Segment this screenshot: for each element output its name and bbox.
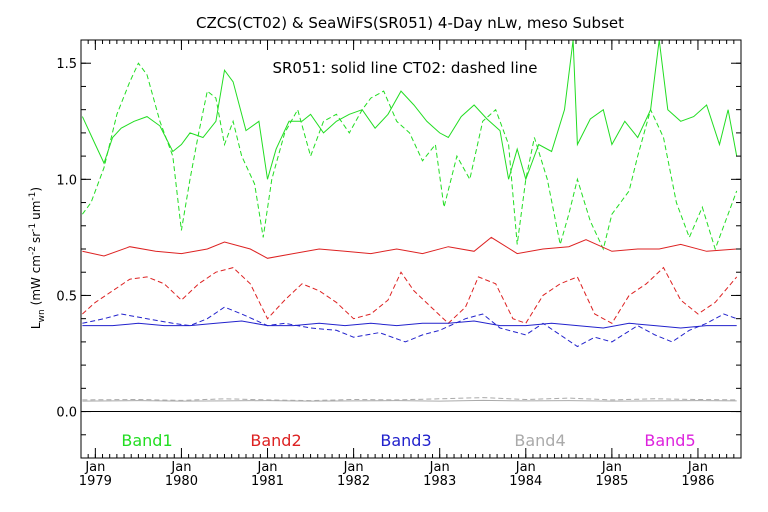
series-line-band4-dashed: [82, 397, 737, 402]
y-label-exp-2: -1: [28, 223, 38, 232]
series-line-band1-solid: [81, 40, 738, 181]
series-layer: [81, 40, 738, 402]
y-tick-label: 0.0: [56, 406, 77, 421]
series-line-band4-solid: [82, 399, 737, 402]
y-label-units-1: (mW cm: [29, 255, 43, 305]
y-label-units-3: um: [29, 201, 43, 220]
y-label-units-2: sr: [29, 232, 43, 243]
x-tick-label-month: Jan: [429, 460, 450, 475]
x-tick-label-month: Jan: [687, 460, 708, 475]
legend-item-band2: Band2: [250, 431, 301, 450]
x-tick-label-month: Jan: [256, 460, 277, 475]
x-tick-label-year: 1981: [251, 474, 284, 489]
y-label-close: ): [29, 187, 43, 192]
legend-item-band1: Band1: [121, 431, 172, 450]
y-tick-label: 1.0: [56, 173, 77, 188]
y-axis-label-text: Lwn(mW cm-2sr-1um-1): [28, 187, 47, 329]
x-tick-label-month: Jan: [343, 460, 364, 475]
y-label-main: L: [29, 322, 43, 329]
x-tick-label-month: Jan: [84, 460, 105, 475]
y-label-sub: wn: [37, 309, 47, 322]
x-tick-label-year: 1979: [79, 474, 112, 489]
x-tick-label-year: 1983: [423, 474, 456, 489]
y-axis-label: Lwn(mW cm-2sr-1um-1): [28, 187, 47, 329]
series-line-band3-dashed: [82, 306, 737, 348]
series-line-band3-solid: [82, 320, 737, 329]
series-line-band1-dashed: [81, 62, 738, 251]
y-tick-label: 0.5: [56, 289, 77, 304]
x-tick-label-year: 1984: [509, 474, 542, 489]
x-tick-label-month: Jan: [170, 460, 191, 475]
x-tick-label-month: Jan: [515, 460, 536, 475]
series-line-band2-solid: [82, 236, 737, 259]
x-tick-label-year: 1982: [337, 474, 370, 489]
y-label-exp-1: -2: [28, 246, 38, 255]
x-tick-label-year: 1980: [165, 474, 198, 489]
y-label-exp-3: -1: [28, 192, 38, 201]
x-tick-label-year: 1986: [681, 474, 714, 489]
x-tick-label-year: 1985: [595, 474, 628, 489]
legend-item-band3: Band3: [380, 431, 431, 450]
legend: Band1 Band2 Band3 Band4 Band5: [121, 431, 695, 450]
x-tick-label-month: Jan: [601, 460, 622, 475]
legend-item-band5: Band5: [644, 431, 695, 450]
y-tick-label: 1.5: [56, 57, 77, 72]
chart-title: CZCS(CT02) & SeaWiFS(SR051) 4-Day nLw, m…: [196, 14, 624, 32]
chart-annotation: SR051: solid line CT02: dashed line: [272, 59, 537, 77]
legend-item-band4: Band4: [514, 431, 565, 450]
series-line-band2-dashed: [82, 266, 738, 324]
axes-layer: 0.00.51.01.5Jan1979Jan1980Jan1981Jan1982…: [56, 39, 742, 489]
